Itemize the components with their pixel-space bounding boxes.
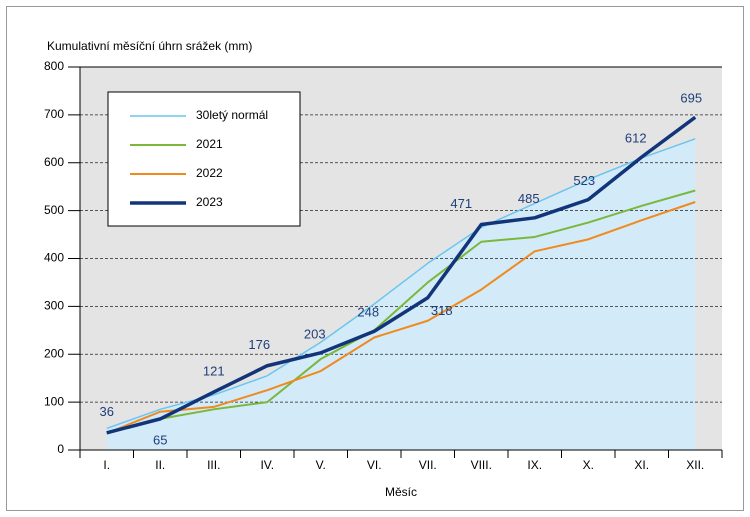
legend-label: 30letý normál	[196, 108, 268, 122]
x-tick-label: XII.	[686, 458, 704, 472]
x-tick-label: I.	[103, 458, 110, 472]
area	[106, 138, 696, 450]
data-label: 612	[625, 130, 647, 145]
x-tick-label: VI.	[367, 458, 382, 472]
x-tick-label: IV.	[260, 458, 274, 472]
y-tick-label: 0	[57, 442, 64, 456]
y-tick-label: 300	[44, 299, 64, 313]
y-tick-label: 800	[44, 59, 64, 73]
y-axis-title: Kumulativní měsíční úhrn srážek (mm)	[47, 39, 252, 53]
data-label: 203	[304, 326, 326, 341]
data-label: 695	[680, 91, 702, 106]
y-tick-label: 600	[44, 155, 64, 169]
series-line	[106, 189, 696, 435]
series-line	[106, 201, 696, 435]
x-tick-label: III.	[207, 458, 220, 472]
x-tick-label: IX.	[527, 458, 542, 472]
y-tick-label: 100	[44, 394, 64, 408]
data-label: 248	[357, 305, 379, 320]
x-tick-label: XI.	[634, 458, 649, 472]
data-label: 523	[573, 173, 595, 188]
x-tick-label: VIII.	[471, 458, 492, 472]
x-axis-title: Měsíc	[385, 485, 417, 499]
data-label: 36	[100, 404, 114, 419]
y-tick-label: 200	[44, 346, 64, 360]
y-tick-label: 500	[44, 203, 64, 217]
data-label: 471	[450, 196, 472, 211]
y-tick-label: 700	[44, 107, 64, 121]
x-tick-label: VII.	[419, 458, 437, 472]
legend-label: 2022	[196, 166, 223, 180]
y-tick-label: 400	[44, 251, 64, 265]
data-label: 65	[153, 432, 167, 447]
x-tick-label: X.	[583, 458, 594, 472]
data-label: 485	[518, 191, 540, 206]
x-tick-label: V.	[316, 458, 326, 472]
data-label: 176	[248, 337, 270, 352]
series-line	[106, 115, 697, 435]
legend-label: 2023	[196, 195, 223, 209]
data-label: 318	[431, 303, 453, 318]
legend-label: 2021	[196, 137, 223, 151]
x-tick-label: II.	[155, 458, 165, 472]
data-label: 121	[203, 364, 225, 379]
